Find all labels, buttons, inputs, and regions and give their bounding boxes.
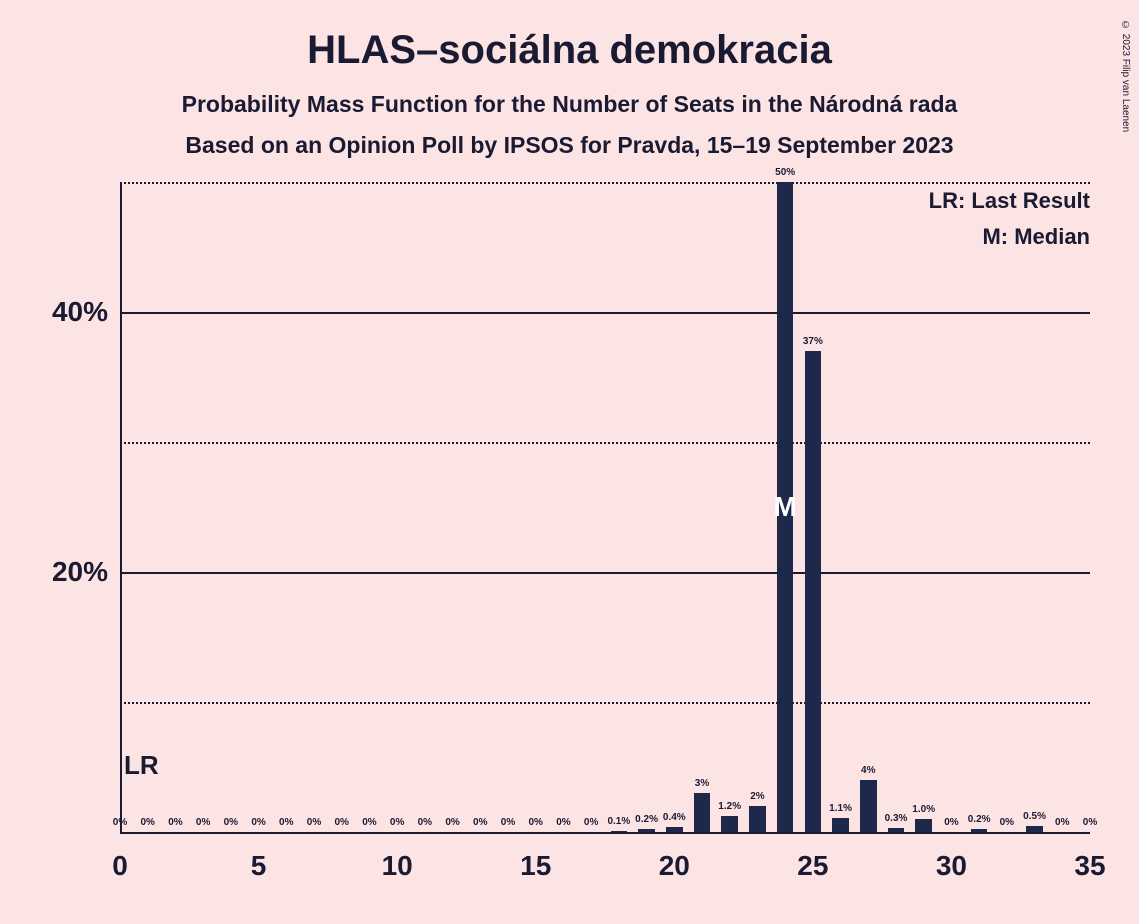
bar-value-label: 50%: [775, 167, 795, 178]
grid-line: [120, 182, 1090, 184]
bar: [721, 816, 738, 832]
grid-line: [120, 572, 1090, 574]
bar-value-label: 0%: [140, 817, 154, 828]
bar-value-label: 0%: [334, 817, 348, 828]
bar: [860, 780, 877, 832]
bar: [832, 818, 849, 832]
bar: [749, 806, 766, 832]
chart-subtitle-2: Based on an Opinion Poll by IPSOS for Pr…: [0, 132, 1139, 159]
bar-value-label: 0%: [251, 817, 265, 828]
bar-value-label: 0%: [196, 817, 210, 828]
legend-lr: LR: Last Result: [929, 188, 1090, 214]
x-axis-label: 5: [251, 850, 267, 882]
bar-value-label: 0%: [556, 817, 570, 828]
x-axis-label: 30: [936, 850, 967, 882]
bar-value-label: 0.2%: [635, 814, 658, 825]
y-axis-label: 40%: [52, 296, 108, 328]
bar-value-label: 0%: [362, 817, 376, 828]
bar-value-label: 37%: [803, 336, 823, 347]
y-axis-line: [120, 182, 122, 832]
grid-line: [120, 832, 1090, 834]
bar: [694, 793, 711, 832]
bar-value-label: 0%: [473, 817, 487, 828]
plot-area: LR: Last Result M: Median 20%40%05101520…: [120, 182, 1090, 832]
chart-title: HLAS–sociálna demokracia: [0, 0, 1139, 73]
bar-value-label: 0%: [418, 817, 432, 828]
chart-container: HLAS–sociálna demokracia Probability Mas…: [0, 0, 1139, 924]
bar-value-label: 0%: [113, 817, 127, 828]
median-marker: M: [773, 491, 796, 523]
bar-value-label: 0%: [390, 817, 404, 828]
legend-m: M: Median: [982, 224, 1090, 250]
bar: [638, 829, 655, 832]
bar-value-label: 3%: [695, 778, 709, 789]
grid-line: [120, 442, 1090, 444]
bar-value-label: 0.4%: [663, 812, 686, 823]
bar-value-label: 1.1%: [829, 803, 852, 814]
grid-line: [120, 312, 1090, 314]
bar-value-label: 0.1%: [607, 816, 630, 827]
bar-value-label: 4%: [861, 765, 875, 776]
lr-marker: LR: [124, 750, 159, 781]
bar-value-label: 0%: [1055, 817, 1069, 828]
grid-line: [120, 702, 1090, 704]
copyright-text: © 2023 Filip van Laenen: [1120, 20, 1131, 132]
y-axis-label: 20%: [52, 556, 108, 588]
bar-value-label: 0.2%: [968, 814, 991, 825]
bar-value-label: 0%: [279, 817, 293, 828]
bar-value-label: 0%: [944, 817, 958, 828]
bar-value-label: 0%: [445, 817, 459, 828]
chart-subtitle-1: Probability Mass Function for the Number…: [0, 91, 1139, 118]
x-axis-label: 20: [659, 850, 690, 882]
bar-value-label: 0.3%: [885, 813, 908, 824]
x-axis-label: 10: [382, 850, 413, 882]
x-axis-label: 35: [1074, 850, 1105, 882]
bar-value-label: 0%: [584, 817, 598, 828]
bar: [888, 828, 905, 832]
bar-value-label: 0.5%: [1023, 811, 1046, 822]
bar-value-label: 1.0%: [912, 804, 935, 815]
x-axis-label: 0: [112, 850, 128, 882]
bar: [666, 827, 683, 832]
bar-value-label: 0%: [528, 817, 542, 828]
bar: [915, 819, 932, 832]
x-axis-label: 25: [797, 850, 828, 882]
bar-value-label: 0%: [1000, 817, 1014, 828]
bar-value-label: 0%: [307, 817, 321, 828]
bar: [971, 829, 988, 832]
bar: [1026, 826, 1043, 833]
bar-value-label: 0%: [501, 817, 515, 828]
bar: [611, 831, 628, 832]
x-axis-label: 15: [520, 850, 551, 882]
bar-value-label: 2%: [750, 791, 764, 802]
bar-value-label: 0%: [168, 817, 182, 828]
bar-value-label: 0%: [1083, 817, 1097, 828]
bar: [805, 351, 822, 832]
bar-value-label: 0%: [224, 817, 238, 828]
bar-value-label: 1.2%: [718, 801, 741, 812]
